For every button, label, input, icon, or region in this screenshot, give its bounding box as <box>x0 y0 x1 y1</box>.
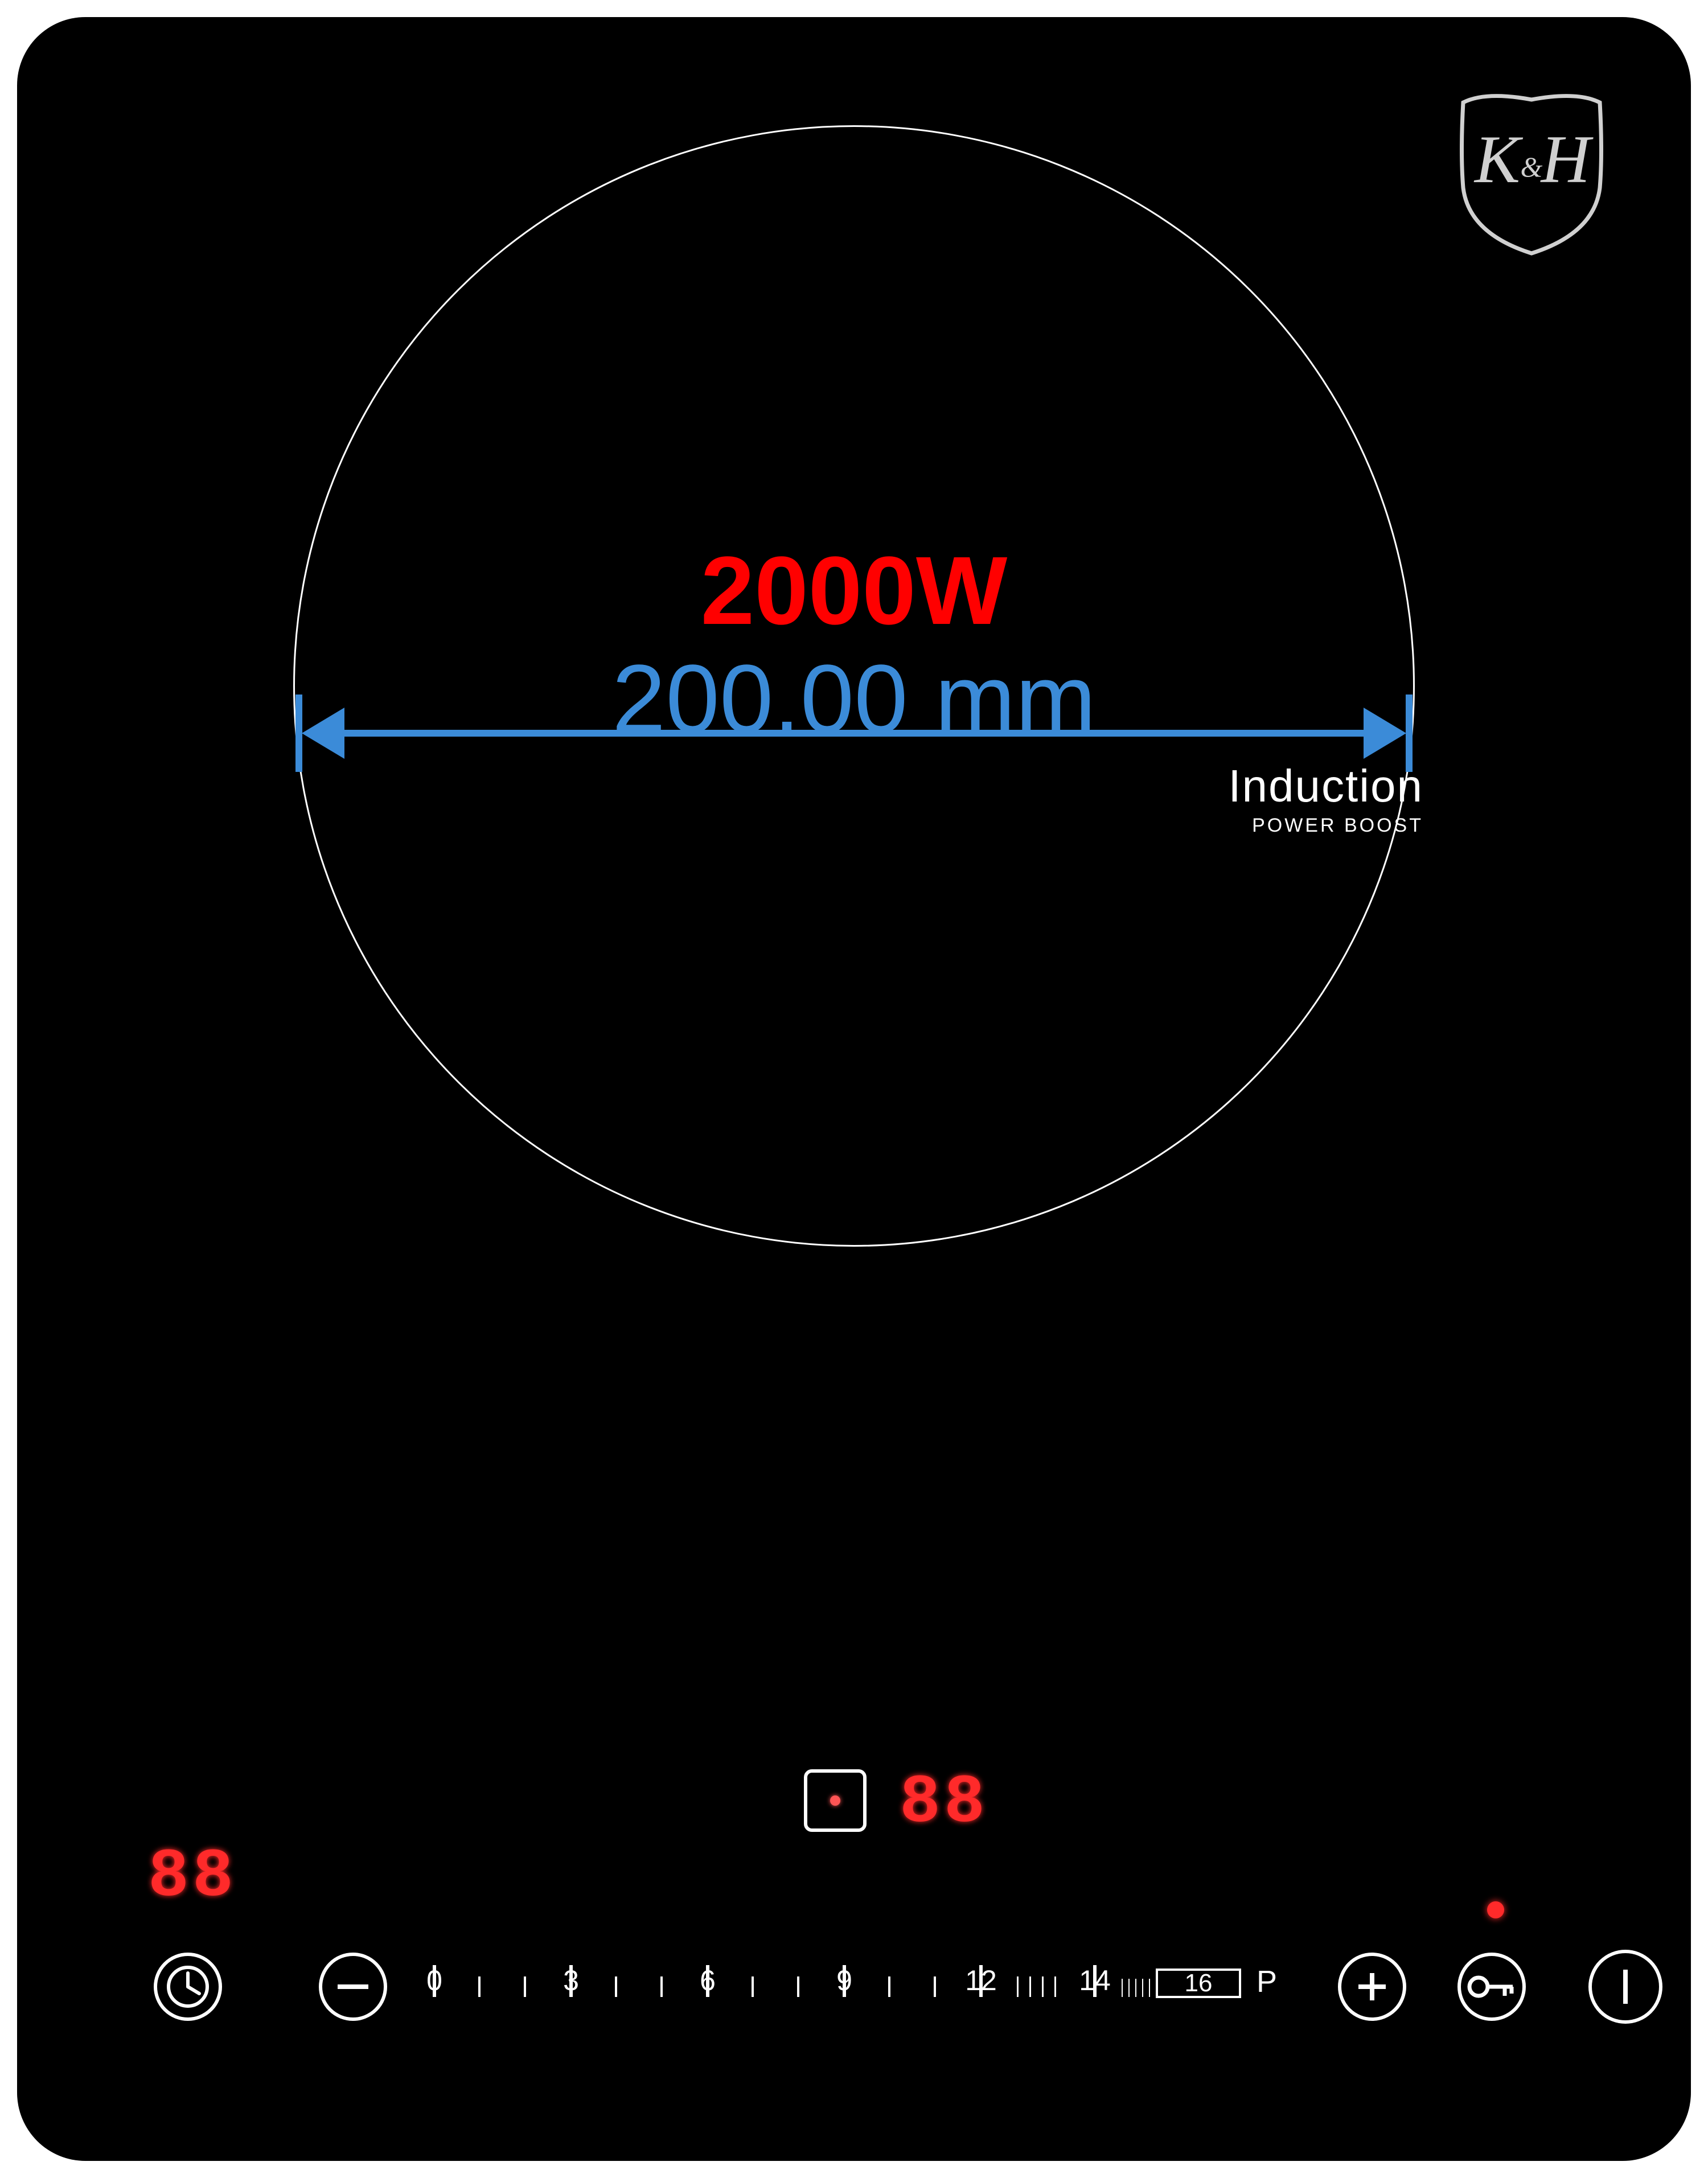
clock-icon <box>165 1964 211 2009</box>
scale-label-12: 12 <box>959 1964 1003 1997</box>
zone-dot-icon <box>830 1795 840 1806</box>
zone-selector-icon[interactable] <box>804 1769 867 1832</box>
plus-icon <box>1355 1970 1389 2004</box>
logo-letter-h: H <box>1540 121 1594 197</box>
scale-label-9: 9 <box>829 1964 860 1997</box>
scale-tick-minor <box>934 1976 936 1997</box>
dimension-line <box>336 730 1372 737</box>
scale-tick-minor <box>752 1976 754 1997</box>
shield-icon: K & H <box>1457 85 1606 256</box>
induction-label: Induction POWER BOOST <box>1133 760 1423 837</box>
scale-tick-minor <box>797 1976 799 1997</box>
scale-tick-minor <box>1142 1979 1143 1997</box>
scale-tick-minor <box>888 1976 890 1997</box>
increase-button[interactable] <box>1338 1953 1406 2021</box>
minus-icon <box>338 1984 368 1989</box>
scale-label-6: 6 <box>692 1964 723 1997</box>
scale-tick-minor <box>660 1976 663 1997</box>
power-icon <box>1623 1970 1628 2004</box>
scale-tick-minor <box>1017 1976 1019 1997</box>
cooktop-surface: K & H 2000W 200.00 mm Induction POWER BO… <box>17 17 1691 2161</box>
scale-tick-minor <box>1149 1979 1150 1997</box>
power-level-display: 88 <box>900 1765 988 1842</box>
power-boost-text: POWER BOOST <box>1133 815 1423 837</box>
scale-tick-minor <box>1029 1976 1031 1997</box>
scale-label-p: P <box>1253 1964 1281 1999</box>
diameter-label: 200.00 mm <box>17 643 1691 755</box>
scale-tick-minor <box>1135 1979 1136 1997</box>
logo-letter-k: K <box>1473 121 1524 197</box>
dimension-arrow-right <box>1364 708 1406 759</box>
scale-tick-minor <box>524 1976 526 1997</box>
key-icon <box>1466 1970 1517 2004</box>
scale-tick-minor <box>478 1976 481 1997</box>
induction-text: Induction <box>1133 760 1423 812</box>
scale-box-16: 16 <box>1156 1969 1241 1998</box>
scale-tick-minor <box>1054 1976 1056 1997</box>
lock-button[interactable] <box>1457 1953 1526 2021</box>
scale-tick-minor <box>1042 1976 1044 1997</box>
lock-indicator-led <box>1487 1901 1504 1918</box>
scale-label-3: 3 <box>556 1964 586 1997</box>
power-rating-label: 2000W <box>17 535 1691 647</box>
scale-box-16-text: 16 <box>1185 1969 1213 1998</box>
scale-tick-minor <box>1122 1979 1123 1997</box>
scale-label-0: 0 <box>419 1964 450 1997</box>
timer-button[interactable] <box>154 1953 222 2021</box>
scale-tick-minor <box>1128 1979 1130 1997</box>
timer-display: 88 <box>148 1839 237 1916</box>
logo-letter-amp: & <box>1521 151 1543 183</box>
power-button[interactable] <box>1588 1950 1662 2024</box>
brand-logo: K & H <box>1457 85 1606 259</box>
scale-label-14: 14 <box>1073 1964 1117 1997</box>
scale-tick-minor <box>615 1976 617 1997</box>
decrease-button[interactable] <box>319 1953 387 2021</box>
